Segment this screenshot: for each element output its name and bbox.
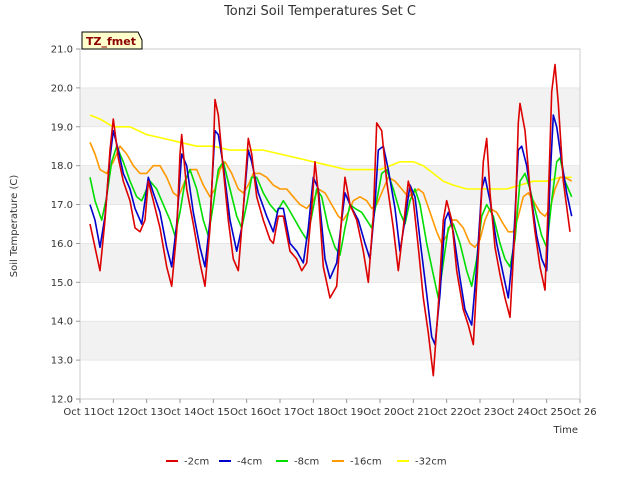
badge-label: TZ_fmet (86, 35, 136, 48)
y-tick-label: 17.0 (51, 200, 73, 211)
series-line-32cm (89, 114, 572, 190)
x-tick-label: Oct 18 (297, 407, 330, 418)
x-tick-label: Oct 16 (230, 407, 263, 418)
y-tick-label: 13.0 (51, 356, 73, 367)
y-axis: 12.0 13.0 14.0 15.0 16.0 17.0 18.0 19.0 20.0 21.0 (51, 45, 80, 406)
legend-label: -8cm (294, 457, 319, 468)
x-tick-label: Oct 23 (463, 407, 496, 418)
plot-area (79, 48, 581, 400)
y-tick-label: 21.0 (51, 45, 73, 56)
legend-label: -32cm (415, 457, 447, 468)
series-line-16cm (89, 141, 573, 249)
x-tick-label: Oct 22 (430, 407, 463, 418)
grid-bands (80, 49, 580, 400)
x-tick-label: Oct 25 (530, 407, 563, 418)
x-tick-label: Oct 21 (397, 407, 430, 418)
x-tick-label: Oct 14 (163, 407, 196, 418)
series-line-4cm (89, 114, 573, 346)
y-axis-label: Soil Temperature (C) (9, 175, 20, 278)
legend-label: -2cm (184, 457, 209, 468)
y-tick-label: 15.0 (51, 278, 73, 289)
y-tick-label: 16.0 (51, 239, 73, 250)
grid-band (80, 321, 580, 361)
x-axis-label: Time (553, 425, 578, 436)
y-tick-label: 14.0 (51, 317, 73, 328)
grid-band (80, 282, 580, 322)
station-badge: TZ_fmet (81, 31, 143, 50)
series-lines (89, 63, 573, 377)
x-tick-label: Oct 17 (263, 407, 296, 418)
x-tick-label: Oct 12 (97, 407, 130, 418)
x-tick-label: Oct 15 (197, 407, 230, 418)
legend-label: -16cm (350, 457, 382, 468)
x-tick-label: Oct 11 (63, 407, 96, 418)
badge-box (81, 31, 143, 50)
grid-band (80, 87, 580, 127)
y-tick-label: 12.0 (51, 395, 73, 406)
grid-band (80, 126, 580, 166)
x-tick-label: Oct 24 (497, 407, 530, 418)
x-tick-label: Oct 19 (330, 407, 363, 418)
y-tick-label: 19.0 (51, 122, 73, 133)
grid-band (80, 204, 580, 244)
legend: -2cm -4cm -8cm -16cm -32cm (166, 457, 447, 468)
y-tick-label: 20.0 (51, 83, 73, 94)
x-axis: Oct 11 Oct 12 Oct 13 Oct 14 Oct 15 Oct 16 Oct … (63, 399, 597, 418)
legend-label: -4cm (237, 457, 262, 468)
grid-band (80, 360, 580, 399)
chart-title: Tonzi Soil Temperatures Set C (223, 4, 416, 19)
y-tick-label: 18.0 (51, 161, 73, 172)
x-tick-label: Oct 20 (363, 407, 396, 418)
x-tick-label: Oct 26 (563, 407, 596, 418)
series-line-2cm (89, 63, 571, 377)
grid-band (80, 49, 580, 88)
x-tick-label: Oct 13 (130, 407, 163, 418)
